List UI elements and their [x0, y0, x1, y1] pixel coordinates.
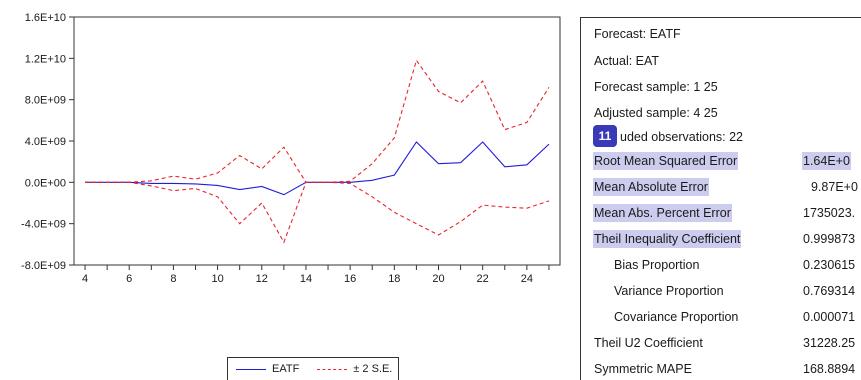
- y-tick-label: 1.2E+10: [25, 53, 66, 65]
- legend-item-se: ± 2 S.E.: [317, 363, 392, 375]
- stats-row-variance: Variance Proportion 0.769314: [593, 282, 861, 300]
- variance-value: 0.769314: [803, 284, 856, 298]
- adjusted-sample: Adjusted sample: 4 25: [594, 106, 718, 120]
- mape-value: 1735023.: [803, 206, 856, 220]
- x-tick-label: 18: [388, 273, 400, 285]
- covariance-value: 0.000071: [803, 310, 856, 324]
- theil-u2-label: Theil U2 Coefficient: [594, 336, 703, 350]
- x-tick-label: 14: [300, 273, 312, 285]
- stats-row-adjusted-sample: Adjusted sample: 4 25: [593, 104, 861, 122]
- stats-row-theil[interactable]: Theil Inequality Coefficient 0.999873: [593, 230, 861, 248]
- theil-u2-value: 31228.25: [803, 336, 856, 350]
- x-tick-label: 12: [256, 273, 268, 285]
- stats-row-mae[interactable]: Mean Absolute Error 9.87E+0: [593, 178, 861, 196]
- forecast-sample: Forecast sample: 1 25: [594, 80, 718, 94]
- legend-label-eatf: EATF: [272, 363, 300, 375]
- variance-label: Variance Proportion: [614, 284, 724, 298]
- y-tick-label: 4.0E+09: [25, 136, 66, 148]
- plot-area: [73, 16, 561, 266]
- rmse-label: Root Mean Squared Error: [593, 152, 739, 170]
- series-line--2-s-e-: [85, 181, 550, 244]
- x-tick-label: 24: [521, 273, 533, 285]
- legend-swatch-se: [317, 368, 348, 370]
- legend-label-se: ± 2 S.E.: [353, 363, 393, 375]
- rmse-value: 1.64E+0: [802, 152, 851, 170]
- legend-item-eatf: EATF: [236, 363, 299, 375]
- x-tick-label: 6: [126, 273, 132, 285]
- smape-label: Symmetric MAPE: [594, 362, 692, 376]
- stats-row-theil-u2: Theil U2 Coefficient 31228.25: [593, 334, 861, 352]
- theil-value: 0.999873: [803, 232, 856, 246]
- stats-row-smape: Symmetric MAPE 168.8894: [593, 360, 861, 378]
- mae-label: Mean Absolute Error: [593, 178, 709, 196]
- y-tick-label: 0.0E+00: [25, 177, 66, 189]
- bias-label: Bias Proportion: [614, 258, 700, 272]
- stats-row-mape[interactable]: Mean Abs. Percent Error 1735023.: [593, 204, 861, 222]
- actual-name: Actual: EAT: [594, 54, 660, 68]
- forecast-stats-panel: Forecast: EATF Actual: EAT Forecast samp…: [580, 17, 861, 380]
- stats-row-included: uded observations: 22: [593, 128, 861, 146]
- mae-value: 9.87E+0: [811, 180, 858, 194]
- stats-row-covariance: Covariance Proportion 0.000071: [593, 308, 861, 326]
- y-tick-label: -4.0E+09: [21, 219, 66, 231]
- stats-row-rmse[interactable]: Root Mean Squared Error 1.64E+0: [593, 152, 861, 170]
- forecast-name: Forecast: EATF: [594, 27, 681, 41]
- forecast-chart: 1.6E+10 1.2E+10 8.0E+09 4.0E+09 0.0E+00 -4.0E…: [21, 12, 561, 285]
- x-tick-label: 8: [170, 273, 176, 285]
- selection-count-badge[interactable]: 11: [593, 125, 617, 147]
- y-tick-label: 1.6E+10: [25, 12, 66, 24]
- series-line--2-s-e-: [85, 59, 550, 183]
- covariance-label: Covariance Proportion: [614, 310, 739, 324]
- x-tick-label: 4: [82, 273, 88, 285]
- y-tick-label: -8.0E+09: [21, 260, 66, 272]
- stats-row-bias: Bias Proportion 0.230615: [593, 256, 861, 274]
- chart-legend: EATF ± 2 S.E.: [227, 357, 399, 380]
- theil-label: Theil Inequality Coefficient: [593, 230, 742, 248]
- series-line-eatf: [85, 141, 550, 196]
- x-tick-label: 10: [211, 273, 223, 285]
- mape-label: Mean Abs. Percent Error: [593, 204, 732, 222]
- y-tick-label: 8.0E+09: [25, 95, 66, 107]
- included-observations: uded observations: 22: [620, 130, 744, 144]
- legend-swatch-eatf: [236, 368, 266, 370]
- x-tick-label: 16: [344, 273, 356, 285]
- stats-row-forecast-sample: Forecast sample: 1 25: [593, 78, 861, 96]
- smape-value: 168.8894: [803, 362, 856, 376]
- bias-value: 0.230615: [803, 258, 856, 272]
- stats-row-forecast: Forecast: EATF: [593, 25, 861, 43]
- stats-row-actual: Actual: EAT: [593, 52, 861, 70]
- x-tick-label: 22: [477, 273, 489, 285]
- x-tick-label: 20: [432, 273, 444, 285]
